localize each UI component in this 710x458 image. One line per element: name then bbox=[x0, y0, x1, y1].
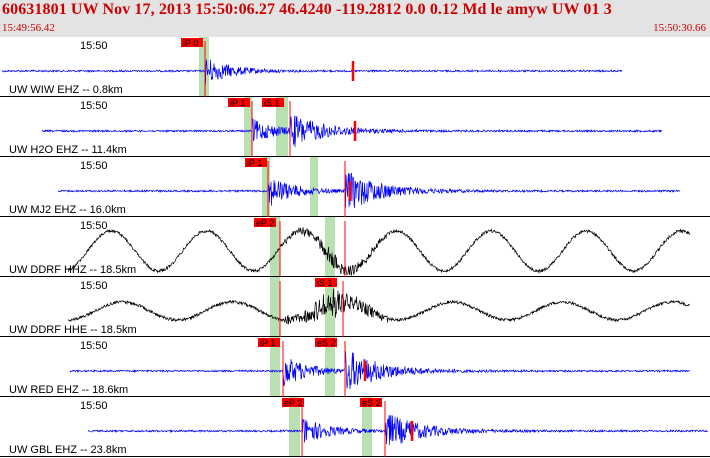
trace-row[interactable]: 15:50 iP 1 iS 1 UW H2O EHZ -- 11.4km bbox=[0, 97, 710, 157]
pick-window bbox=[362, 397, 372, 457]
trace-row[interactable]: 15:50 iP 0 UW WIW EHZ -- 0.8km bbox=[0, 37, 710, 97]
pick-window bbox=[262, 157, 270, 217]
pick-label: iS 1 bbox=[264, 98, 280, 108]
pick-flag[interactable] bbox=[262, 98, 284, 107]
pick-window bbox=[199, 37, 209, 97]
station-label: UW WIW EHZ -- 0.8km bbox=[9, 84, 123, 96]
pick-window bbox=[325, 217, 335, 277]
pick-flag[interactable] bbox=[245, 158, 267, 167]
pick-flag[interactable] bbox=[282, 398, 304, 407]
waveform-trace[interactable] bbox=[67, 226, 691, 277]
event-title: 60631801 UW Nov 17, 2013 15:50:06.27 46.… bbox=[2, 1, 612, 18]
trace-row[interactable]: 15:50 iP 1 eS 2 UW RED EHZ -- 18.6km bbox=[0, 337, 710, 397]
trace-time-label: 15:50 bbox=[80, 220, 108, 232]
pick-flag[interactable] bbox=[258, 338, 280, 347]
pick-window bbox=[270, 277, 280, 337]
start-time: 15:49:56.42 bbox=[2, 22, 55, 34]
pick-window bbox=[310, 157, 318, 217]
pick-window bbox=[289, 397, 300, 457]
waveform-trace[interactable] bbox=[69, 351, 691, 390]
waveform-trace[interactable] bbox=[41, 115, 663, 148]
pick-label: iP 1 bbox=[247, 158, 262, 168]
pick-label: eS 2 bbox=[362, 398, 381, 408]
end-time: 15:50:30.66 bbox=[653, 22, 706, 34]
trace-time-label: 15:50 bbox=[80, 400, 108, 412]
trace-row[interactable]: 15:50 eP 2 eS 2 UW GBL EHZ -- 23.8km bbox=[0, 397, 710, 457]
pick-label: iP 0 bbox=[183, 38, 198, 48]
pick-window bbox=[325, 337, 335, 397]
station-label: UW H2O EHZ -- 11.4km bbox=[9, 144, 127, 156]
pick-window bbox=[244, 97, 252, 157]
pick-window bbox=[325, 277, 335, 337]
pick-label: iP 1 bbox=[230, 98, 245, 108]
event-header: 60631801 UW Nov 17, 2013 15:50:06.27 46.… bbox=[0, 0, 710, 37]
seismogram-panel[interactable]: 15:50 iP 0 UW WIW EHZ -- 0.8km 15:50 iP 1 iS … bbox=[0, 37, 710, 458]
pick-window bbox=[270, 217, 280, 277]
pick-label: iP 1 bbox=[260, 338, 275, 348]
pick-flag[interactable] bbox=[315, 278, 337, 287]
pick-label: eP 2 bbox=[256, 218, 274, 228]
station-label: UW DDRF HHZ -- 18.5km bbox=[9, 264, 136, 276]
pick-label: eS 2 bbox=[317, 338, 336, 348]
trace-row[interactable]: 15:50 iP 1 UW MJ2 EHZ -- 16.0km bbox=[0, 157, 710, 217]
trace-time-label: 15:50 bbox=[80, 160, 108, 172]
pick-window bbox=[276, 97, 288, 157]
pick-flag[interactable] bbox=[315, 338, 337, 347]
waveform-trace[interactable] bbox=[57, 172, 681, 209]
pick-flag[interactable] bbox=[360, 398, 382, 407]
station-label: UW MJ2 EHZ -- 16.0km bbox=[9, 204, 126, 216]
trace-time-label: 15:50 bbox=[80, 280, 108, 292]
trace-time-label: 15:50 bbox=[80, 340, 108, 352]
waveform-trace[interactable] bbox=[87, 415, 709, 446]
pick-flag[interactable] bbox=[254, 218, 276, 227]
pick-flag[interactable] bbox=[228, 98, 250, 107]
pick-window bbox=[270, 337, 280, 397]
trace-time-label: 15:50 bbox=[80, 100, 108, 112]
pick-label: eP 2 bbox=[284, 398, 302, 408]
trace-row[interactable]: 15:50 eP 2 UW DDRF HHZ -- 18.5km bbox=[0, 217, 710, 277]
waveform-trace[interactable] bbox=[1, 59, 623, 85]
trace-time-label: 15:50 bbox=[80, 40, 108, 52]
trace-row[interactable]: 15:50 iS 1 UW DDRF HHE -- 18.5km bbox=[0, 277, 710, 337]
pick-label: iS 1 bbox=[317, 278, 333, 288]
station-label: UW GBL EHZ -- 23.8km bbox=[9, 444, 127, 456]
pick-flag[interactable] bbox=[181, 38, 203, 47]
station-label: UW RED EHZ -- 18.6km bbox=[9, 384, 128, 396]
station-label: UW DDRF HHE -- 18.5km bbox=[9, 324, 137, 336]
waveform-trace[interactable] bbox=[67, 288, 691, 325]
